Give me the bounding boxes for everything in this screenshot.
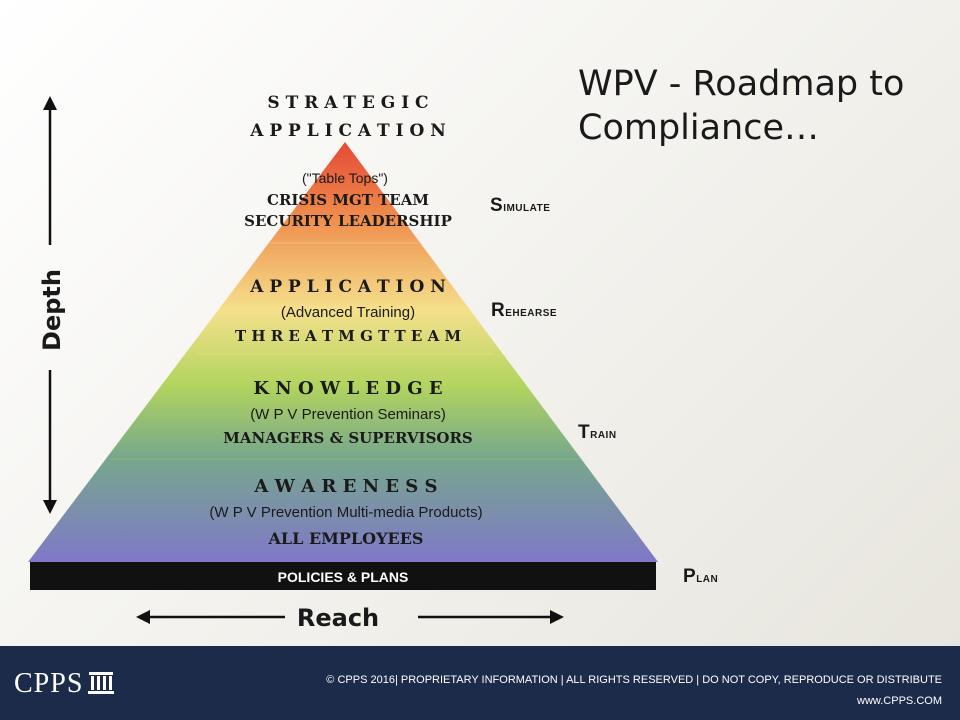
- apex-title-line1: S T R A T E G I C: [267, 93, 428, 113]
- tier-knowledge-line3: MANAGERS & SUPERVISORS: [223, 429, 473, 447]
- tier-application-line2: (Advanced Training): [281, 304, 415, 321]
- depth-arrow: [43, 96, 57, 514]
- stage-rehearse: Rehearse: [491, 300, 558, 321]
- tier-knowledge-line1: K N O W L E D G E: [253, 378, 442, 399]
- base-bar: [30, 562, 656, 590]
- apex-title-line2: A P P L I C A T I O N: [249, 121, 446, 141]
- website-link[interactable]: www.CPPS.COM: [857, 695, 942, 707]
- stage-plan: Plan: [683, 566, 719, 587]
- tier-application-line1: A P P L I C A T I O N: [249, 277, 446, 297]
- depth-axis-label: Depth: [38, 269, 66, 351]
- reach-arrow: [136, 610, 564, 624]
- reach-axis-label: Reach: [296, 604, 380, 632]
- base-label: POLICIES & PLANS: [278, 569, 409, 585]
- stage-simulate: Simulate: [490, 195, 551, 216]
- cpps-logo: CPPS: [14, 668, 84, 699]
- copyright-notice: © CPPS 2016| PROPRIETARY INFORMATION | A…: [326, 674, 942, 686]
- pyramid-body: [28, 142, 658, 562]
- tier-strategic-line1: ("Table Tops"): [302, 170, 388, 186]
- tier-awareness-line1: A W A R E N E S S: [253, 476, 437, 497]
- slide-title: WPV - Roadmap to Compliance…: [578, 64, 905, 148]
- tier-knowledge-line2: (W P V Prevention Seminars): [250, 406, 446, 423]
- tier-strategic-line3: SECURITY LEADERSHIP: [244, 212, 452, 230]
- tier-application-line3: T H R E A T M G T T E A M: [235, 327, 461, 345]
- tier-awareness-line2: (W P V Prevention Multi-media Products): [209, 504, 482, 521]
- column-icon: [88, 672, 114, 694]
- tier-awareness-line3: ALL EMPLOYEES: [268, 529, 424, 548]
- tier-strategic-line2: CRISIS MGT TEAM: [267, 191, 429, 209]
- footer-bar: [0, 646, 960, 720]
- stage-train: Train: [578, 422, 617, 443]
